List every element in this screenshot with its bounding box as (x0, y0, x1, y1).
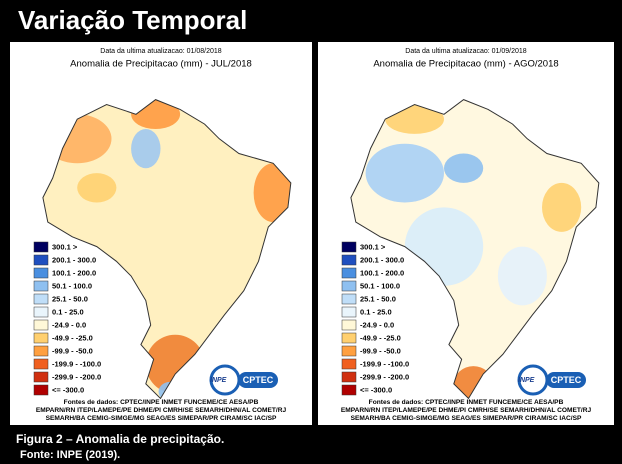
legend-swatch (342, 255, 356, 265)
legend-swatch (34, 242, 48, 252)
legend-label: -199.9 - -100.0 (52, 359, 101, 368)
legend-label: -99.9 - -50.0 (52, 346, 93, 355)
legend-label: -299.9 - -200.0 (52, 372, 101, 381)
legend-swatch (34, 385, 48, 395)
update-date: Data da ultima atualizacao: 01/08/2018 (100, 48, 222, 55)
data-sources: Fontes de dados: CPTEC/INPE INMET FUNCEM… (64, 399, 259, 406)
map-title: Anomalia de Precipitacao (mm) - JUL/2018 (70, 59, 252, 70)
legend-swatch (342, 372, 356, 382)
legend-label: 0.1 - 25.0 (360, 307, 392, 316)
legend-label: 25.1 - 50.0 (52, 294, 88, 303)
logo-inpe: INPE (210, 377, 227, 384)
legend-swatch (34, 359, 48, 369)
legend-label: 25.1 - 50.0 (360, 294, 396, 303)
anomaly-area (131, 129, 160, 168)
legend-swatch (342, 268, 356, 278)
update-date: Data da ultima atualizacao: 01/09/2018 (405, 48, 527, 55)
legend-swatch (34, 294, 48, 304)
data-sources: EMPARN/RN ITEP/LAMEPE/PE DHME/PI CMRH/SE… (36, 407, 287, 414)
legend-label: 50.1 - 100.0 (52, 281, 92, 290)
legend-label: 200.1 - 300.0 (360, 255, 404, 264)
legend-label: -299.9 - -200.0 (360, 372, 409, 381)
legend-label: 0.1 - 25.0 (52, 307, 84, 316)
data-sources: Fontes de dados: CPTEC/INPE INMET FUNCEM… (369, 399, 564, 406)
page-title: Variação Temporal (18, 5, 247, 35)
data-sources: EMPARN/RN ITEP/LAMEPE/PE DHME/PI CMRH/SE… (341, 407, 592, 414)
legend-swatch (342, 359, 356, 369)
legend-label: 100.1 - 200.0 (52, 268, 96, 277)
legend-label: 300.1 > (52, 242, 78, 251)
logo-cptec: CPTEC (551, 375, 582, 385)
anomaly-area (366, 144, 444, 203)
legend-label: -24.9 - 0.0 (52, 320, 86, 329)
legend-label: 100.1 - 200.0 (360, 268, 404, 277)
page: Variação Temporal Figura 2 – Anomalia de… (0, 0, 622, 464)
legend-swatch (342, 294, 356, 304)
logo-inpe: INPE (518, 377, 535, 384)
legend-swatch (342, 320, 356, 330)
figure-source: Fonte: INPE (2019). (20, 449, 120, 461)
map-panel: Data da ultima atualizacao: 01/08/2018 An… (10, 42, 312, 425)
legend-swatch (34, 346, 48, 356)
anomaly-area (77, 173, 116, 202)
legend-swatch (342, 385, 356, 395)
legend-swatch (34, 320, 48, 330)
legend-swatch (342, 333, 356, 343)
legend-swatch (342, 346, 356, 356)
logo-cptec: CPTEC (243, 375, 274, 385)
legend-label: -24.9 - 0.0 (360, 320, 394, 329)
legend-swatch (34, 372, 48, 382)
legend-label: -49.9 - -25.0 (52, 333, 93, 342)
legend-label: 200.1 - 300.0 (52, 255, 96, 264)
legend-label: -199.9 - -100.0 (360, 359, 409, 368)
anomaly-area (498, 247, 547, 306)
anomaly-area (542, 183, 581, 232)
anomaly-area (444, 154, 483, 183)
legend-swatch (34, 268, 48, 278)
legend-label: -49.9 - -25.0 (360, 333, 401, 342)
legend-label: -99.9 - -50.0 (360, 346, 401, 355)
figure: Variação Temporal Figura 2 – Anomalia de… (0, 0, 622, 464)
legend-swatch (342, 307, 356, 317)
legend-label: 300.1 > (360, 242, 386, 251)
data-sources: SEMARH/BA CEMIG-SIMGE/MG SEAG/ES SIMEPAR… (46, 415, 277, 422)
legend-swatch (34, 333, 48, 343)
legend-swatch (34, 255, 48, 265)
legend-swatch (34, 281, 48, 291)
legend-label: <= -300.0 (52, 385, 84, 394)
legend-label: <= -300.0 (360, 385, 392, 394)
legend-label: 50.1 - 100.0 (360, 281, 400, 290)
legend-swatch (342, 281, 356, 291)
figure-caption: Figura 2 – Anomalia de precipitação. (16, 432, 224, 446)
map-title: Anomalia de Precipitacao (mm) - AGO/2018 (373, 59, 558, 70)
legend-swatch (342, 242, 356, 252)
data-sources: SEMARH/BA CEMIG-SIMGE/MG SEAG/ES SIMEPAR… (351, 415, 582, 422)
map-panel: Data da ultima atualizacao: 01/09/2018 An… (318, 42, 614, 425)
legend-swatch (34, 307, 48, 317)
